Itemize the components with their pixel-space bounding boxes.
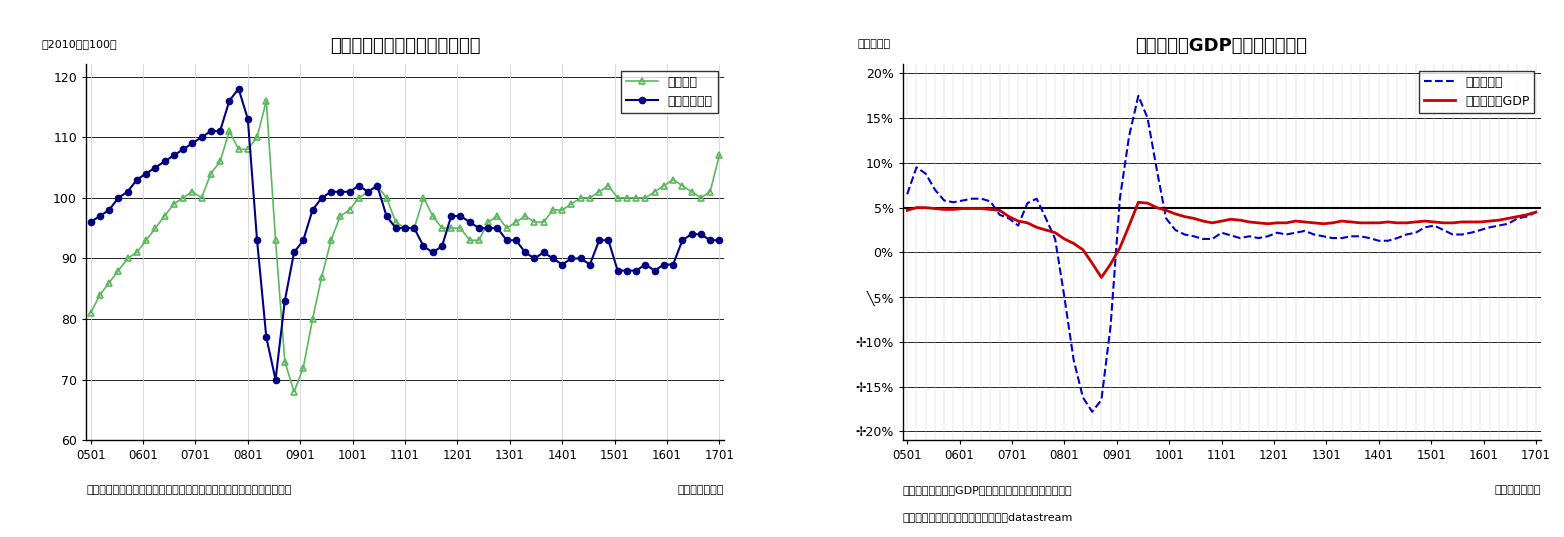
世界の実質GDP: [1129, 199, 1148, 206]
実質輸出: [460, 237, 479, 243]
輸出数量指数: [460, 219, 479, 226]
世界の実質GDP: [1517, 212, 1536, 218]
世界の実質GDP: [1018, 220, 1037, 226]
世界貳易量: [1517, 213, 1536, 220]
実質輸出: [580, 194, 599, 201]
Text: （出所）オランダ経済政策分析局、datastream: （出所）オランダ経済政策分析局、datastream: [902, 512, 1073, 522]
輸出数量指数: [81, 219, 100, 226]
世界の実質GDP: [999, 213, 1018, 220]
Text: （前年比）: （前年比）: [859, 39, 891, 49]
Title: 世界の実質GDPと貳易量の関係: 世界の実質GDPと貳易量の関係: [1135, 37, 1308, 55]
世界の実質GDP: [1276, 220, 1295, 226]
Text: （2010年＝100）: （2010年＝100）: [41, 39, 117, 49]
実質輸出: [202, 170, 221, 177]
輸出数量指数: [128, 177, 147, 183]
実質輸出: [710, 152, 729, 158]
実質輸出: [256, 98, 275, 104]
世界貳易量: [1082, 409, 1101, 415]
世界の実質GDP: [1092, 274, 1110, 281]
Text: （年・四半期）: （年・四半期）: [677, 485, 724, 496]
Line: 実質輸出: 実質輸出: [88, 98, 723, 395]
世界貳易量: [1129, 92, 1148, 99]
輸出数量指数: [580, 262, 599, 268]
実質輸出: [701, 188, 719, 195]
実質輸出: [81, 310, 100, 316]
輸出数量指数: [183, 140, 202, 147]
世界貳易量: [1018, 200, 1037, 206]
輸出数量指数: [266, 376, 285, 383]
Text: （年・四半期）: （年・四半期）: [1494, 485, 1541, 496]
世界の実質GDP: [898, 207, 917, 214]
輸出数量指数: [701, 237, 719, 243]
世界の実質GDP: [945, 206, 963, 213]
世界貳易量: [1526, 209, 1545, 215]
Title: 実質輸出、輸出数量指数の推移: 実質輸出、輸出数量指数の推移: [330, 37, 480, 55]
Line: 世界の実質GDP: 世界の実質GDP: [907, 202, 1536, 278]
実質輸出: [128, 249, 147, 256]
実質輸出: [183, 188, 202, 195]
輸出数量指数: [230, 85, 249, 92]
世界の実質GDP: [1526, 209, 1545, 215]
Text: （注）世界の実質GDPはニッセイ基礎研究所の試算値: （注）世界の実質GDPはニッセイ基礎研究所の試算値: [902, 485, 1073, 496]
世界貳易量: [898, 191, 917, 198]
Line: 世界貳易量: 世界貳易量: [907, 96, 1536, 412]
Legend: 実質輸出, 輸出数量指数: 実質輸出, 輸出数量指数: [621, 71, 718, 113]
輸出数量指数: [202, 128, 221, 134]
世界貳易量: [999, 215, 1018, 222]
Legend: 世界貳易量, 世界の実質GDP: 世界貳易量, 世界の実質GDP: [1419, 71, 1534, 113]
Text: （注）実質輸出は日本銀行、輸出数量指数は内閣府による季節調整値: （注）実質輸出は日本銀行、輸出数量指数は内閣府による季節調整値: [86, 485, 291, 496]
輸出数量指数: [710, 237, 729, 243]
Line: 輸出数量指数: 輸出数量指数: [88, 85, 723, 383]
世界の実質GDP: [1397, 220, 1415, 226]
実質輸出: [285, 389, 303, 395]
世界貳易量: [945, 199, 963, 206]
世界貳易量: [1276, 231, 1295, 238]
世界貳易量: [1397, 231, 1415, 238]
